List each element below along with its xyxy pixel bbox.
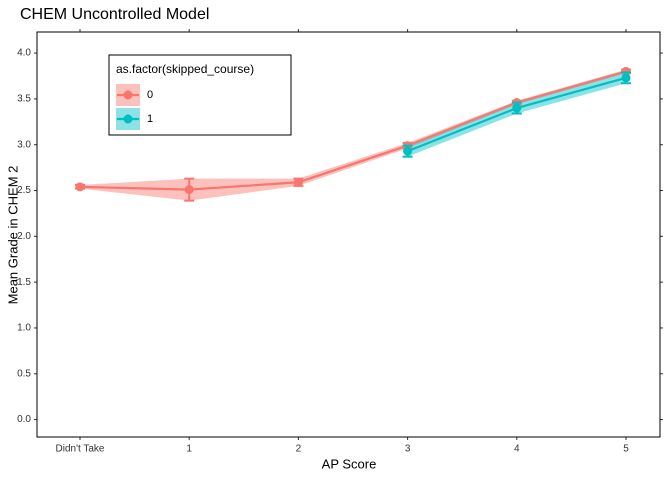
x-axis-label: AP Score [322, 456, 377, 471]
x-tick-label: 4 [514, 444, 520, 455]
y-tick-label: 0.0 [17, 414, 31, 425]
chart-title: CHEM Uncontrolled Model [20, 6, 209, 23]
legend-label: 0 [147, 89, 153, 101]
y-tick-label: 2.0 [17, 231, 31, 242]
point [293, 177, 303, 187]
y-tick-label: 3.5 [17, 94, 31, 105]
plot-panel [36, 31, 661, 438]
point [75, 182, 85, 192]
legend-box [108, 54, 292, 136]
legend-point [123, 114, 133, 124]
y-tick-label: 3.0 [17, 139, 31, 150]
y-tick-label: 2.5 [17, 185, 31, 196]
legend-label: 1 [147, 113, 153, 125]
legend-point [123, 90, 133, 100]
series-line [79, 70, 627, 191]
x-tick-label: 5 [623, 444, 629, 455]
point [403, 146, 413, 156]
point [512, 103, 522, 113]
legend: as.factor(skipped_course) 0 1 [108, 54, 292, 136]
y-tick-label: 1.0 [17, 323, 31, 334]
point [184, 185, 194, 195]
point [621, 73, 631, 83]
x-tick-label: 3 [405, 444, 411, 455]
y-axis-label: Mean Grade in CHEM 2 [5, 166, 20, 305]
y-tick-label: 0.5 [17, 368, 31, 379]
x-tick-label: 1 [186, 444, 192, 455]
x-tick-label: 2 [296, 444, 302, 455]
y-tick-label: 4.0 [17, 48, 31, 59]
legend-title: as.factor(skipped_course) [116, 62, 254, 76]
y-tick-label: 1.5 [17, 277, 31, 288]
x-tick-label: Didn't Take [56, 444, 105, 455]
